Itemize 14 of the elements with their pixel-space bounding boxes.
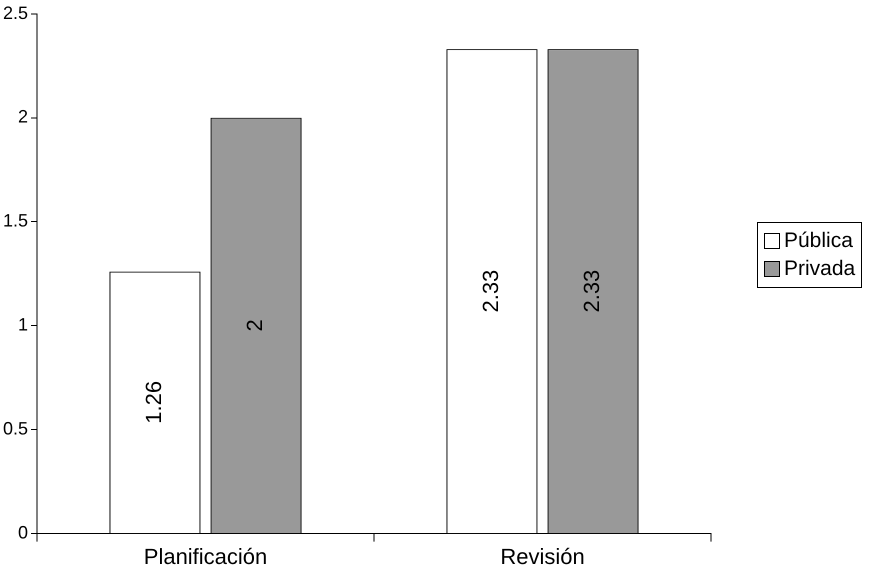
y-tick-label: 2.5 bbox=[2, 2, 28, 23]
x-tick-label: Revisión bbox=[500, 544, 585, 569]
data-label: 1.26 bbox=[141, 380, 166, 424]
data-label: 2.33 bbox=[478, 270, 504, 313]
legend-label: Privada bbox=[784, 256, 856, 282]
data-label: 2 bbox=[242, 319, 268, 332]
text: Pública bbox=[784, 228, 853, 254]
data-label: 2.33 bbox=[579, 270, 604, 313]
y-tick-label: 0 bbox=[18, 522, 28, 543]
y-tick-label: 0.5 bbox=[2, 418, 28, 439]
y-tick-label: 1.5 bbox=[2, 210, 28, 231]
y-tick-label: 2 bbox=[18, 106, 28, 127]
x-tick-label: Planificación bbox=[144, 544, 268, 569]
y-tick-label: 1 bbox=[18, 314, 28, 335]
